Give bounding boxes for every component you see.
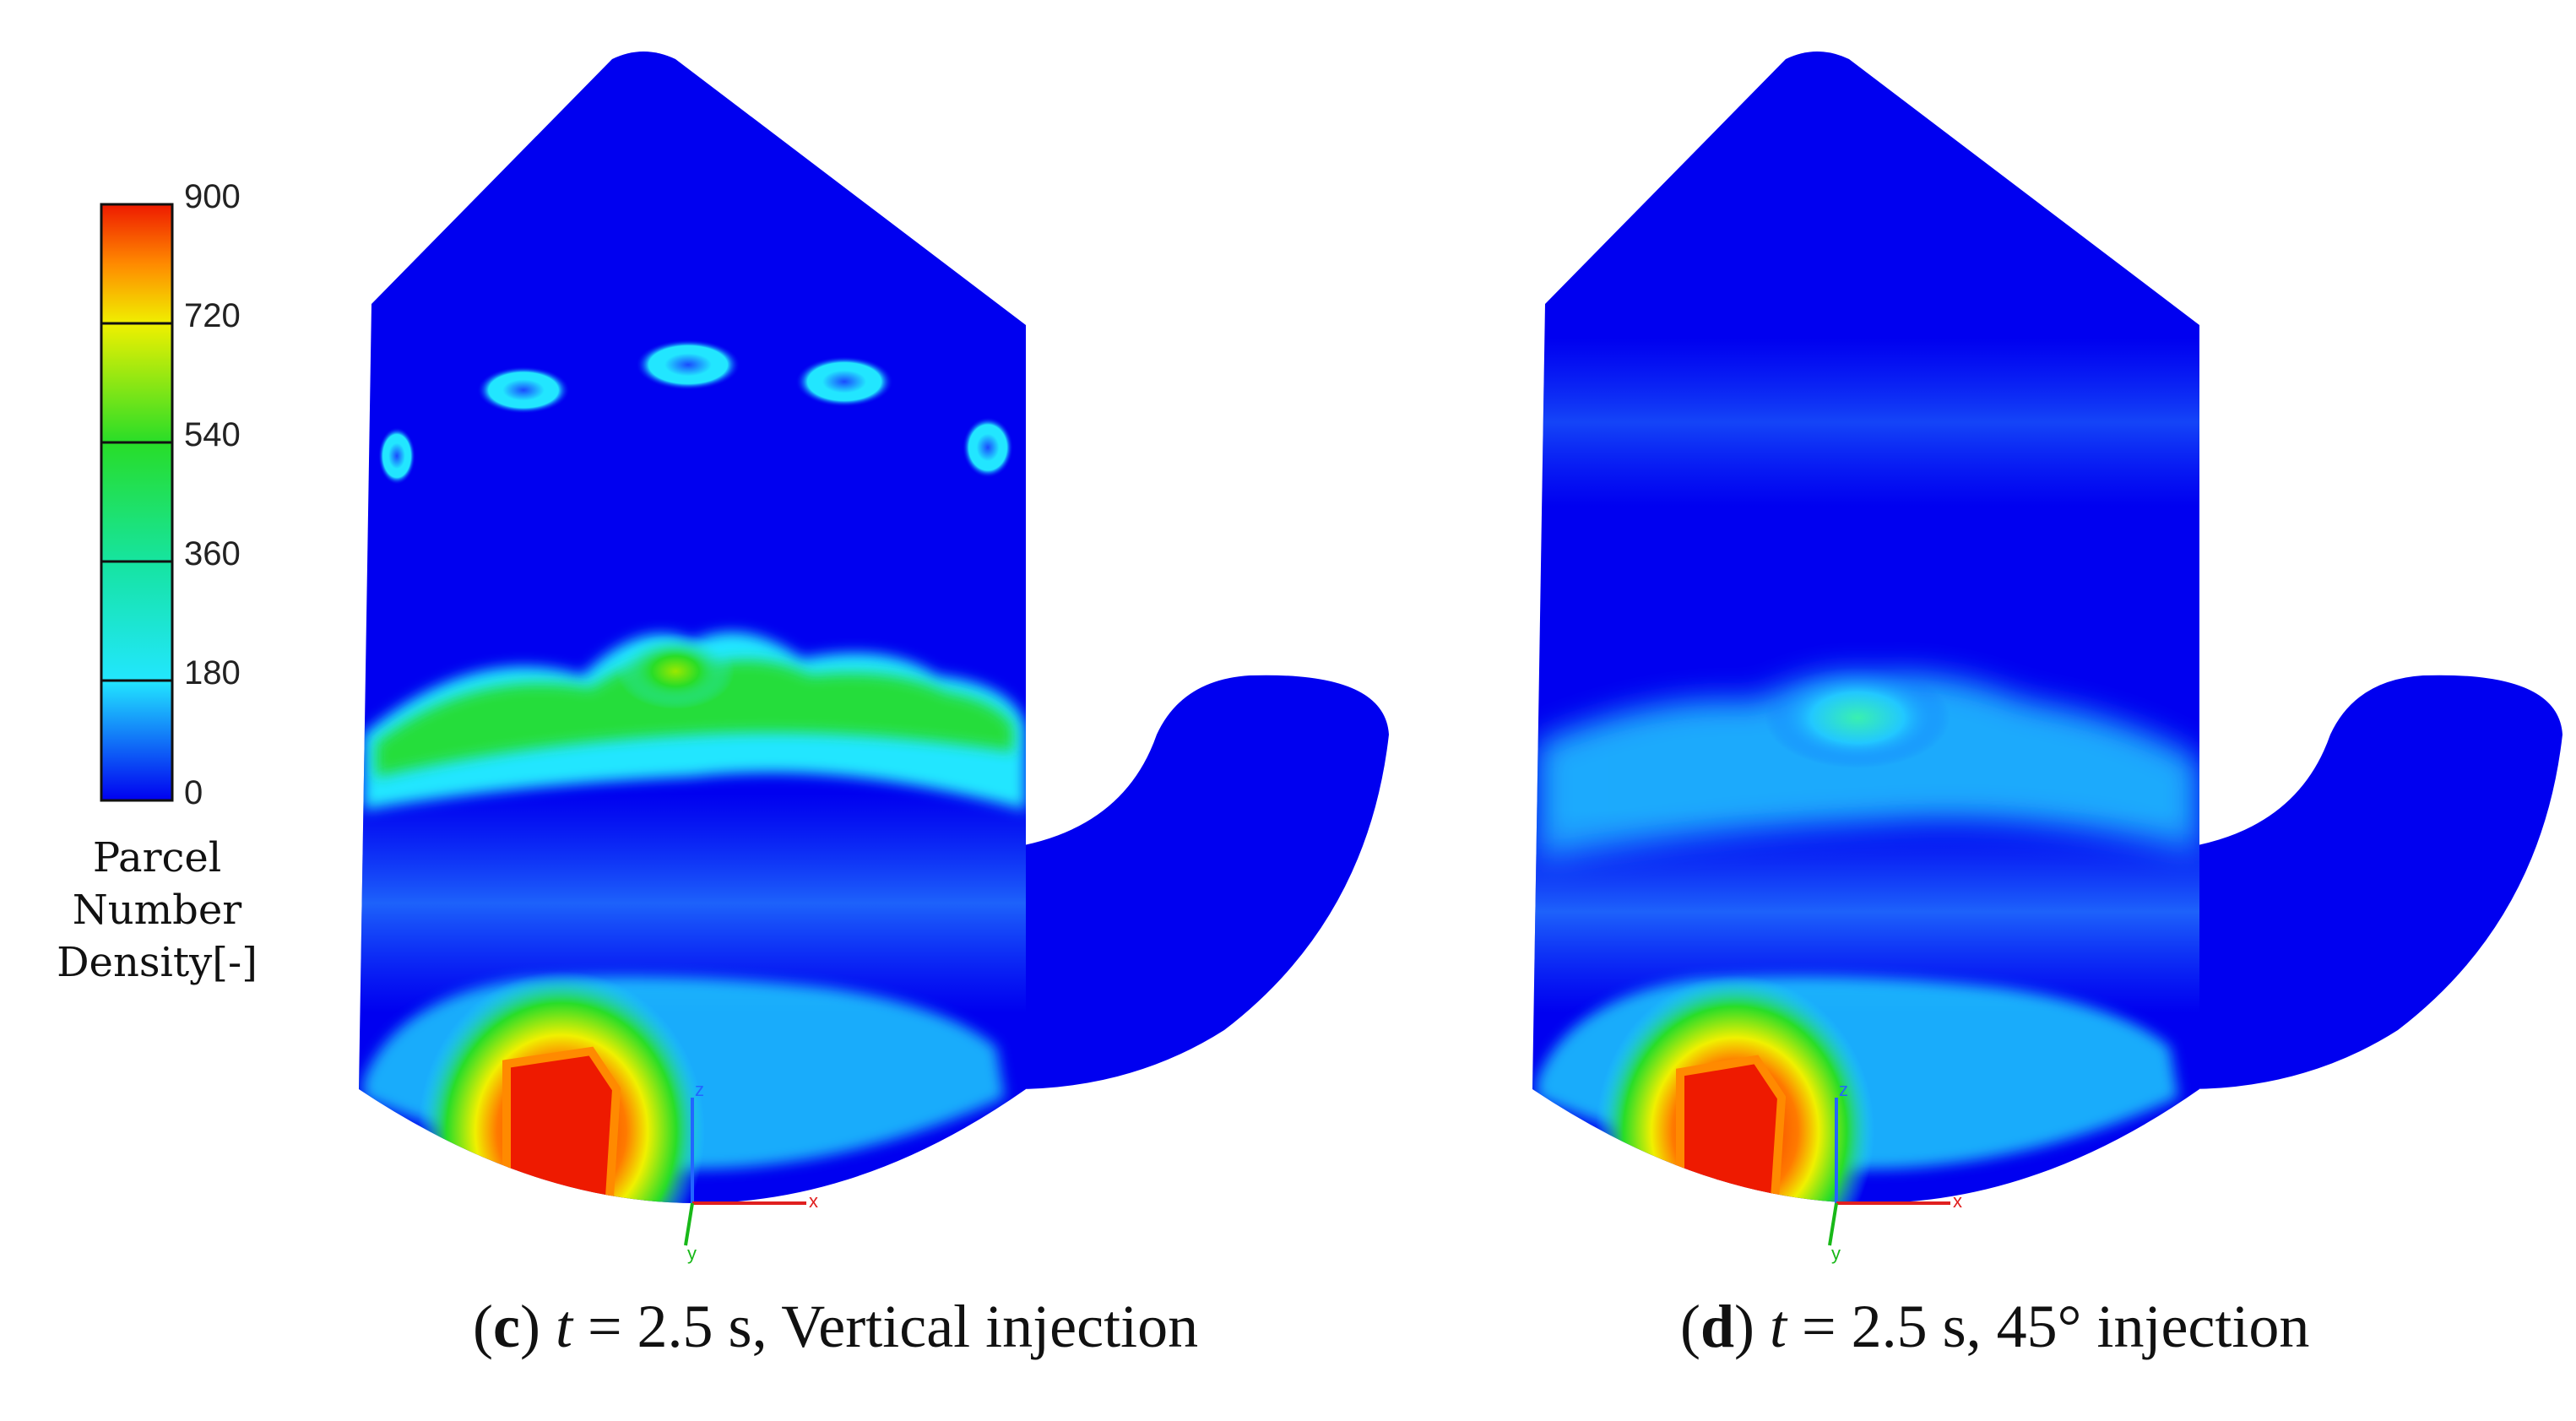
colorbar-title-line: Number [73,887,242,934]
inlet-spot [477,366,570,414]
outlet-pipe [2178,675,2562,1089]
colorbar-tick-label: 0 [184,774,203,811]
colorbar-tick-label: 180 [184,654,241,692]
y-axis-label: y [687,1243,697,1264]
caption-letter: c [492,1293,520,1360]
y-axis [1828,1202,1838,1246]
hotspot-core [507,1051,616,1203]
concentration-peak [1765,667,1950,768]
inlet-spot [963,417,1013,478]
caption-letter: d [1700,1293,1735,1360]
colorbar-tick-label: 360 [184,535,241,572]
outlet-pipe [1005,675,1389,1089]
panel-caption-d: (d) t = 2.5 s, 45° injection [1680,1293,2310,1360]
colorbar-ticks [101,203,172,802]
coordinate-axes: z x y [1828,1079,1962,1264]
inlet-spot [636,339,740,390]
diffuse-band [1532,338,2199,507]
concentration-peak [616,633,735,709]
y-axis [684,1202,694,1246]
coordinate-axes: z x y [684,1079,818,1264]
caption-time-variable: t [555,1293,572,1360]
colorbar: 900 720 540 360 180 0 Parcel Number Dens… [57,178,258,986]
x-axis-label: x [1953,1190,1962,1212]
hotspot-core [1680,1060,1782,1203]
inlet-spot [378,427,415,485]
inlet-spot [795,356,893,407]
z-axis-label: z [695,1079,704,1100]
colorbar-gradient [100,203,174,802]
caption-text: = 2.5 s, 45° injection [1787,1293,2310,1360]
caption-time-variable: t [1770,1293,1787,1360]
colorbar-title-line: Parcel [93,834,221,881]
caption-text: = 2.5 s, Vertical injection [572,1293,1199,1360]
y-axis-label: y [1831,1243,1841,1264]
panel-caption-c: (c) t = 2.5 s, Vertical injection [473,1293,1199,1360]
x-axis-label: x [809,1190,818,1212]
colorbar-tick-label: 540 [184,416,241,453]
colorbar-title-line: Density[-] [57,939,258,986]
simulation-panel-c: z x y [359,52,1389,1264]
concentration-band-core [376,658,1013,777]
colorbar-tick-label: 720 [184,297,241,334]
z-axis-label: z [1839,1079,1848,1100]
diffuse-band [359,794,1026,1013]
simulation-panel-d: z x y [1532,52,2562,1264]
colorbar-tick-label: 900 [184,178,241,215]
